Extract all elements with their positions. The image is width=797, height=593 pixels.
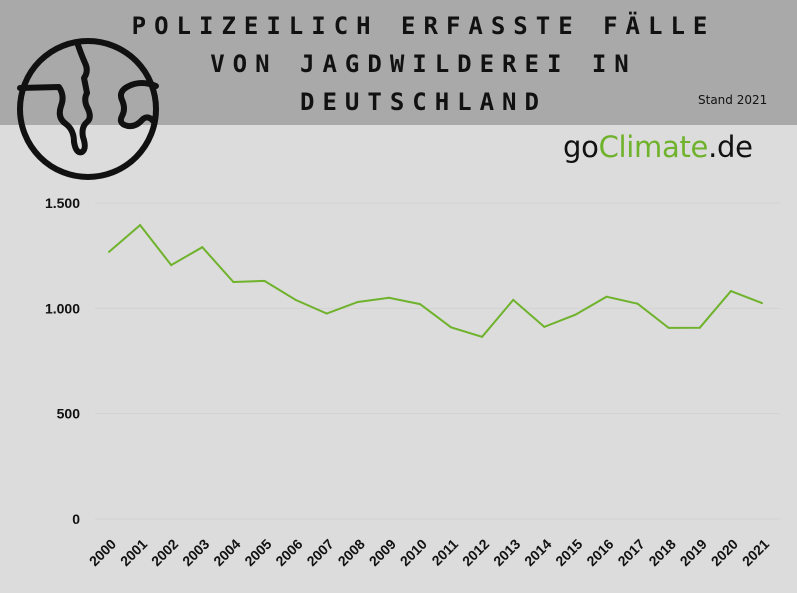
data-point <box>108 250 110 253</box>
y-tick-label: 1.000 <box>45 300 80 316</box>
data-point <box>139 224 142 227</box>
brand-logo: goClimate.de <box>563 130 753 164</box>
stand-label: Stand 2021 <box>698 93 768 107</box>
data-point <box>294 298 297 301</box>
data-point <box>574 313 577 316</box>
x-tick-label: 2010 <box>397 536 430 569</box>
data-point <box>481 335 484 338</box>
x-tick-label: 2018 <box>645 536 678 569</box>
data-point <box>698 326 701 329</box>
x-tick-label: 2000 <box>86 536 119 569</box>
data-point <box>761 302 763 305</box>
x-tick-label: 2002 <box>148 536 181 569</box>
title-banner: POLIZEILICH ERFASSTE FÄLLE VON JAGDWILDE… <box>0 0 797 125</box>
data-point <box>387 296 390 299</box>
data-point <box>450 326 453 329</box>
x-tick-label: 2016 <box>583 536 616 569</box>
x-tick-label: 2015 <box>552 536 585 569</box>
x-axis-ticks: 2000200120022003200420052006200720082009… <box>86 536 772 569</box>
brand-suffix: .de <box>708 130 753 164</box>
gridlines <box>95 202 780 520</box>
x-tick-label: 2006 <box>272 536 305 569</box>
x-tick-label: 2005 <box>241 536 274 569</box>
y-tick-label: 0 <box>72 511 80 527</box>
x-tick-label: 2007 <box>303 536 336 569</box>
data-point <box>543 325 546 328</box>
data-point <box>356 301 359 304</box>
y-axis-ticks: 0 500 1.000 1.500 <box>45 195 80 527</box>
x-tick-label: 2003 <box>179 536 212 569</box>
x-tick-label: 2004 <box>210 536 243 569</box>
x-tick-label: 2001 <box>117 536 150 569</box>
x-tick-label: 2017 <box>614 536 647 569</box>
data-point <box>605 295 608 298</box>
x-tick-label: 2020 <box>708 536 741 569</box>
x-tick-label: 2012 <box>459 536 492 569</box>
data-point <box>201 246 204 249</box>
title-line-1: POLIZEILICH ERFASSTE FÄLLE <box>131 12 716 40</box>
x-tick-label: 2013 <box>490 536 523 569</box>
brand-prefix: go <box>563 130 599 164</box>
x-tick-label: 2011 <box>428 536 461 569</box>
data-point <box>636 302 639 305</box>
data-point <box>232 281 235 283</box>
title-line-3: DEUTSCHLAND <box>300 88 547 116</box>
brand-accent: Climate <box>598 130 709 164</box>
series-line <box>108 223 763 338</box>
globe-icon <box>17 38 159 180</box>
title-line-2: VON JAGDWILDEREI IN <box>210 50 637 78</box>
x-tick-label: 2021 <box>739 536 772 569</box>
x-tick-label: 2019 <box>677 536 710 569</box>
series-lines <box>108 223 763 338</box>
data-point <box>512 298 515 301</box>
y-tick-label: 500 <box>57 406 81 422</box>
data-point <box>667 326 670 329</box>
x-tick-label: 2008 <box>335 536 368 569</box>
y-tick-label: 1.500 <box>45 195 80 211</box>
x-tick-label: 2014 <box>521 536 554 569</box>
data-point <box>263 279 266 282</box>
data-point <box>418 303 421 306</box>
data-point <box>170 264 173 267</box>
data-point <box>729 290 732 293</box>
data-point <box>325 312 328 315</box>
x-tick-label: 2009 <box>366 536 399 569</box>
